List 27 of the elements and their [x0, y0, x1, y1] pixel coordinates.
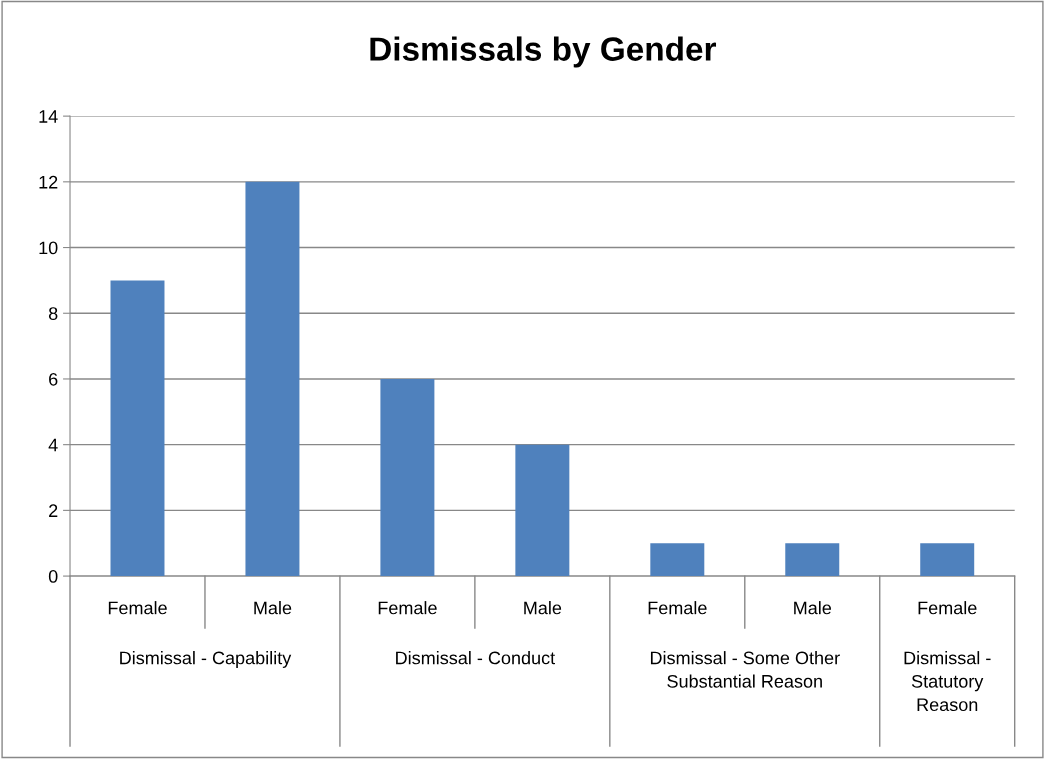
x-tick-label: Female	[918, 601, 977, 615]
x-tick-label: Male	[794, 601, 832, 615]
y-tick-label: 6	[49, 372, 58, 386]
chart-title: Dismissals by Gender	[370, 36, 717, 68]
y-tick-label: 2	[49, 504, 58, 517]
y-tick-label: 12	[39, 175, 58, 189]
x-tick-label: Female	[648, 601, 707, 615]
bar	[920, 543, 975, 577]
text: Dismissal - Capability	[120, 651, 292, 668]
x-tick-label: Female	[378, 601, 437, 615]
bar	[245, 181, 300, 577]
y-tick-label: 4	[48, 438, 58, 452]
y-tick-label: 8	[48, 307, 58, 320]
text: Dismissal - Statutory Reason	[904, 651, 991, 712]
bar	[515, 444, 570, 577]
y-tick-label: 10	[39, 241, 58, 255]
text: Dismissal - Some Other Substantial Reason	[650, 651, 840, 688]
bar	[380, 378, 435, 577]
bar	[110, 280, 165, 577]
bar	[785, 543, 840, 577]
x-tick-label: Male	[254, 601, 292, 615]
text: Dismissal - Conduct	[396, 651, 556, 665]
x-tick-label: Male	[524, 601, 562, 615]
y-tick-label: 14	[39, 110, 58, 123]
y-tick-label: 0	[48, 570, 58, 583]
bar	[650, 543, 705, 577]
x-tick-label: Female	[108, 601, 167, 615]
